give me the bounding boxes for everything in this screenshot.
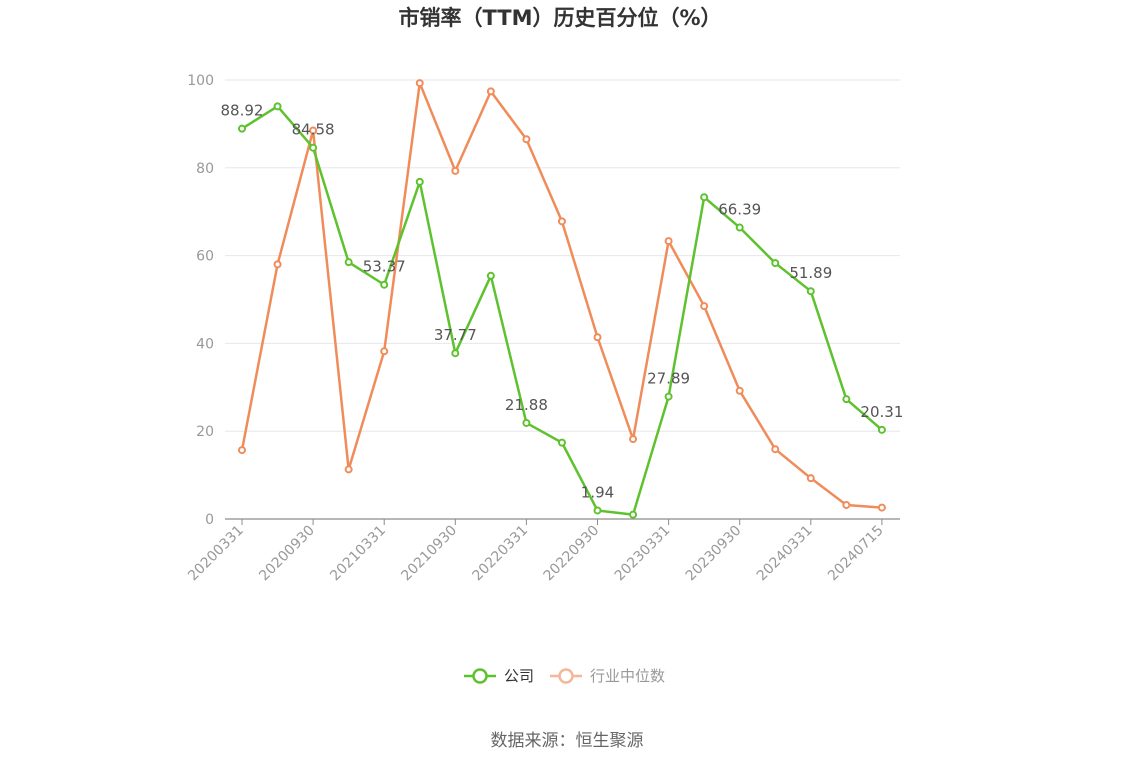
point-company xyxy=(557,438,566,447)
data-label: 88.92 xyxy=(221,102,264,120)
point-industry-median xyxy=(380,347,389,356)
data-label: 66.39 xyxy=(718,201,761,219)
point-company xyxy=(273,102,282,111)
point-industry-median xyxy=(629,435,638,444)
point-company xyxy=(486,271,495,280)
data-label: 1.94 xyxy=(581,483,614,501)
point-company xyxy=(771,259,780,268)
x-tick-label: 20220930 xyxy=(541,523,603,585)
data-label: 84.58 xyxy=(292,121,335,139)
y-tick-label: 40 xyxy=(196,336,214,352)
point-company xyxy=(380,280,389,289)
point-industry-median xyxy=(486,87,495,96)
point-industry-median xyxy=(593,333,602,342)
point-industry-median xyxy=(842,500,851,509)
point-company xyxy=(309,143,318,152)
point-company xyxy=(629,510,638,519)
grid xyxy=(225,79,900,432)
point-company xyxy=(806,287,815,296)
point-company xyxy=(593,506,602,515)
x-tick-label: 20210331 xyxy=(327,523,389,585)
point-company xyxy=(842,395,851,404)
point-industry-median xyxy=(273,260,282,269)
legend-label-company: 公司 xyxy=(504,667,534,685)
x-tick-label: 20220331 xyxy=(470,523,532,585)
point-industry-median xyxy=(806,474,815,483)
point-industry-median xyxy=(451,166,460,175)
y-tick-label: 80 xyxy=(196,161,214,177)
point-company xyxy=(451,349,460,358)
point-industry-median xyxy=(877,503,886,512)
x-tick-label: 20200930 xyxy=(256,523,318,585)
point-company xyxy=(415,177,424,186)
x-tick-label: 20230930 xyxy=(683,523,745,585)
series-layer xyxy=(238,79,886,519)
data-label: 37.77 xyxy=(434,326,477,344)
legend-label-industry-median: 行业中位数 xyxy=(590,667,665,685)
point-industry-median xyxy=(664,237,673,246)
point-industry-median xyxy=(344,465,353,474)
point-industry-median xyxy=(238,446,246,455)
source-note: 数据来源：恒生聚源 xyxy=(491,731,644,751)
data-labels: 88.92 84.58 53.37 37.77 21.88 1.94 27.89 66.39 5… xyxy=(221,102,904,502)
x-tick-label: 20240331 xyxy=(754,523,816,585)
data-label: 27.89 xyxy=(647,370,690,388)
y-tick-label: 100 xyxy=(187,73,214,89)
point-industry-median xyxy=(415,79,424,88)
x-tick-label: 20200331 xyxy=(185,523,247,585)
legend-marker-industry-median xyxy=(558,668,574,684)
point-industry-median xyxy=(522,135,531,144)
data-label: 20.31 xyxy=(860,403,903,421)
point-industry-median xyxy=(557,217,566,226)
data-label: 53.37 xyxy=(363,258,406,276)
legend: 公司 行业中位数 xyxy=(464,667,665,685)
point-industry-median xyxy=(735,386,744,395)
x-axis: 20200331 20200930 20210331 20210930 20220331… xyxy=(185,518,900,585)
legend-marker-company xyxy=(472,668,488,684)
point-company xyxy=(344,258,353,267)
data-label: 21.88 xyxy=(505,396,548,414)
point-company xyxy=(522,418,531,427)
y-tick-label: 0 xyxy=(205,512,214,528)
legend-item-company[interactable]: 公司 xyxy=(464,667,534,685)
point-industry-median xyxy=(771,445,780,454)
point-industry-median xyxy=(700,302,709,311)
y-tick-label: 20 xyxy=(196,424,214,440)
x-tick-label: 20230331 xyxy=(612,523,674,585)
point-company xyxy=(238,124,246,133)
data-label: 51.89 xyxy=(789,264,832,282)
point-company xyxy=(877,425,886,434)
point-company xyxy=(735,223,744,232)
x-tick-label: 20240715 xyxy=(825,523,887,585)
chart-title: 市销率（TTM）历史百分位（%） xyxy=(398,6,721,30)
point-company xyxy=(664,392,673,401)
point-industry-median xyxy=(309,126,318,135)
point-company xyxy=(700,193,709,202)
legend-item-industry-median[interactable]: 行业中位数 xyxy=(550,667,665,685)
y-tick-label: 60 xyxy=(196,249,214,265)
y-axis: 0 20 40 60 80 100 xyxy=(187,73,214,528)
x-tick-label: 20210930 xyxy=(398,523,460,585)
